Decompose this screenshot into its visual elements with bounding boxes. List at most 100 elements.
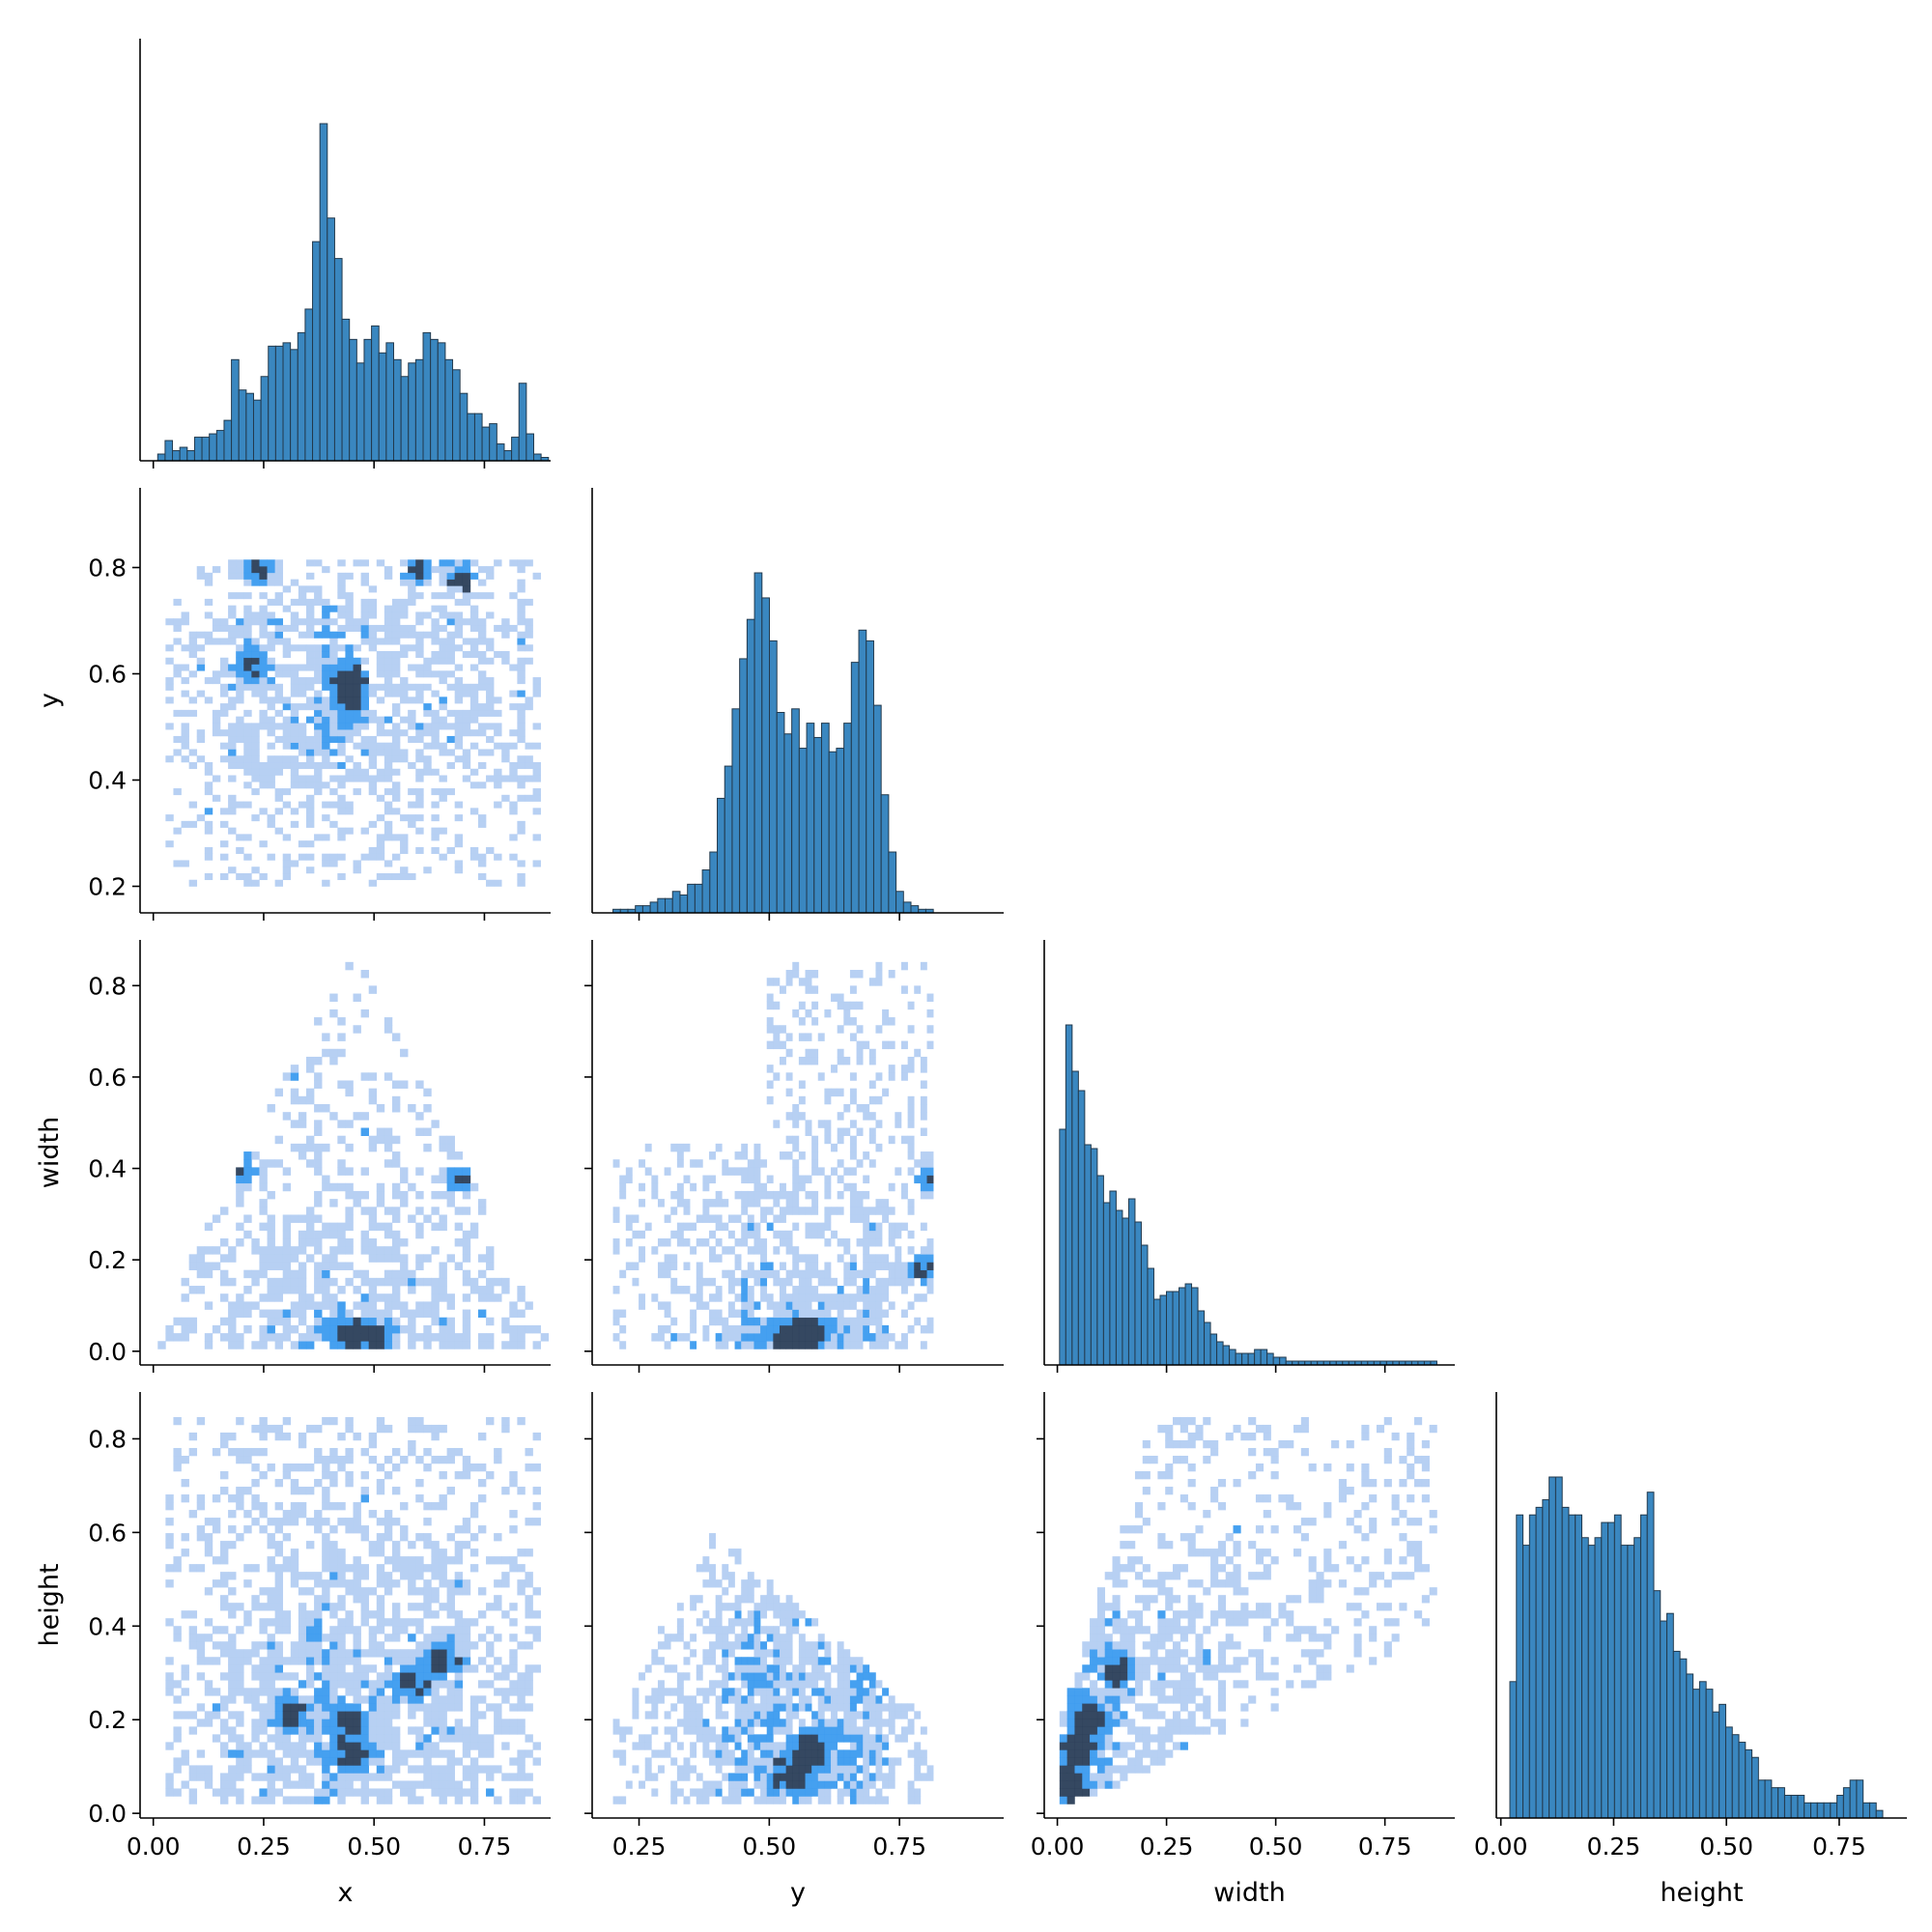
heat-cell [267, 1254, 275, 1263]
heat-cell [727, 1780, 735, 1789]
heat-cell [727, 1688, 735, 1696]
heat-cell [849, 1033, 857, 1041]
heat-cell [1120, 1626, 1128, 1634]
heat-cell [766, 1293, 774, 1302]
heat-cell [1150, 1641, 1158, 1650]
heat-cell [676, 1719, 684, 1727]
heat-cell [612, 1159, 620, 1168]
heat-cell [926, 1246, 934, 1255]
heat-cell [353, 1510, 361, 1519]
heat-cell [454, 1237, 464, 1247]
heat-cell [290, 1688, 299, 1696]
heat-cell [888, 970, 895, 979]
heat-cell [322, 1595, 330, 1604]
heat-cell [741, 1167, 749, 1176]
heat-cell [779, 1610, 786, 1619]
heat-cell [1142, 1564, 1151, 1573]
heat-cell [329, 1564, 338, 1573]
heat-cell [298, 1502, 307, 1511]
heat-cell [305, 703, 315, 711]
heat-cell [863, 1773, 870, 1781]
heat-cell [196, 1254, 206, 1263]
x-tick-label: 0.50 [347, 1833, 401, 1861]
heat-cell [702, 1175, 710, 1184]
heat-cell [734, 1765, 742, 1774]
heat-cell [322, 1541, 330, 1549]
heat-cell [384, 1734, 393, 1743]
heat-cell [337, 775, 346, 782]
heat-cell [181, 1749, 189, 1758]
heat-cell [400, 1695, 409, 1704]
heat-cell [657, 1688, 665, 1696]
heat-cell [173, 1416, 182, 1426]
heat-cell [1096, 1757, 1106, 1766]
heat-cell [236, 1657, 244, 1665]
heat-cell [360, 683, 369, 691]
heat-cell [196, 755, 206, 763]
heat-cell [792, 1341, 800, 1350]
heat-cell [290, 820, 299, 828]
heat-cell [837, 1001, 844, 1010]
heat-cell [337, 657, 346, 665]
heat-cell [431, 1301, 440, 1310]
heat-cell [243, 683, 252, 691]
heat-cell [259, 1726, 268, 1735]
heat-cell [462, 1471, 471, 1480]
heat-cell [805, 1048, 812, 1058]
heat-cell [486, 1742, 495, 1750]
heat-cell [391, 1104, 401, 1113]
heat-cell [353, 1773, 361, 1781]
hist-bar [1804, 1802, 1812, 1819]
heat-cell [353, 1641, 361, 1650]
hist-bar [1229, 1349, 1236, 1366]
heat-cell [462, 775, 471, 782]
heat-cell [837, 1309, 844, 1319]
heat-cell [415, 846, 424, 854]
heat-cell [305, 1796, 315, 1804]
heat-cell [298, 735, 307, 743]
hist-bar [223, 419, 233, 462]
heat-cell [165, 1672, 174, 1681]
heat-cell [868, 1757, 876, 1766]
heat-cell [657, 1765, 665, 1774]
heat-cell [259, 1222, 268, 1232]
heat-cell [900, 1703, 908, 1712]
heat-cell [785, 1293, 793, 1302]
heat-cell [251, 1641, 260, 1650]
heat-cell [228, 566, 237, 574]
heat-cell [360, 1603, 369, 1611]
heat-cell [337, 1182, 346, 1192]
heat-cell [1150, 1680, 1158, 1689]
heat-cell [305, 820, 315, 828]
hist-bar [1071, 1070, 1079, 1366]
heat-cell [360, 1333, 369, 1342]
heat-cell [805, 1672, 812, 1681]
heat-cell [525, 624, 533, 633]
heat-cell [314, 1151, 323, 1160]
heat-cell [353, 1672, 361, 1681]
heat-cell [329, 1293, 338, 1302]
heat-cell [236, 1190, 244, 1200]
heat-cell [670, 1254, 678, 1263]
heat-cell [1127, 1757, 1136, 1766]
heat-cell [188, 1432, 198, 1441]
heat-cell [345, 1649, 354, 1658]
heat-cell [727, 1246, 735, 1255]
heat-cell [532, 723, 541, 730]
heat-cell [741, 1765, 749, 1774]
heat-cell [837, 1765, 844, 1774]
heat-cell [1142, 1742, 1151, 1750]
heat-cell [251, 618, 260, 626]
heat-cell [391, 1657, 401, 1665]
heat-cell [243, 801, 252, 809]
heat-cell [259, 677, 268, 685]
heat-cell [1104, 1634, 1113, 1642]
heat-cell [486, 1664, 495, 1673]
heat-cell [532, 690, 541, 697]
heat-cell [282, 605, 292, 612]
hist-bar [828, 751, 838, 914]
heat-cell [1142, 1626, 1151, 1634]
heat-cell [376, 1190, 385, 1200]
heat-cell [314, 1127, 323, 1137]
heat-cell [702, 1237, 710, 1247]
